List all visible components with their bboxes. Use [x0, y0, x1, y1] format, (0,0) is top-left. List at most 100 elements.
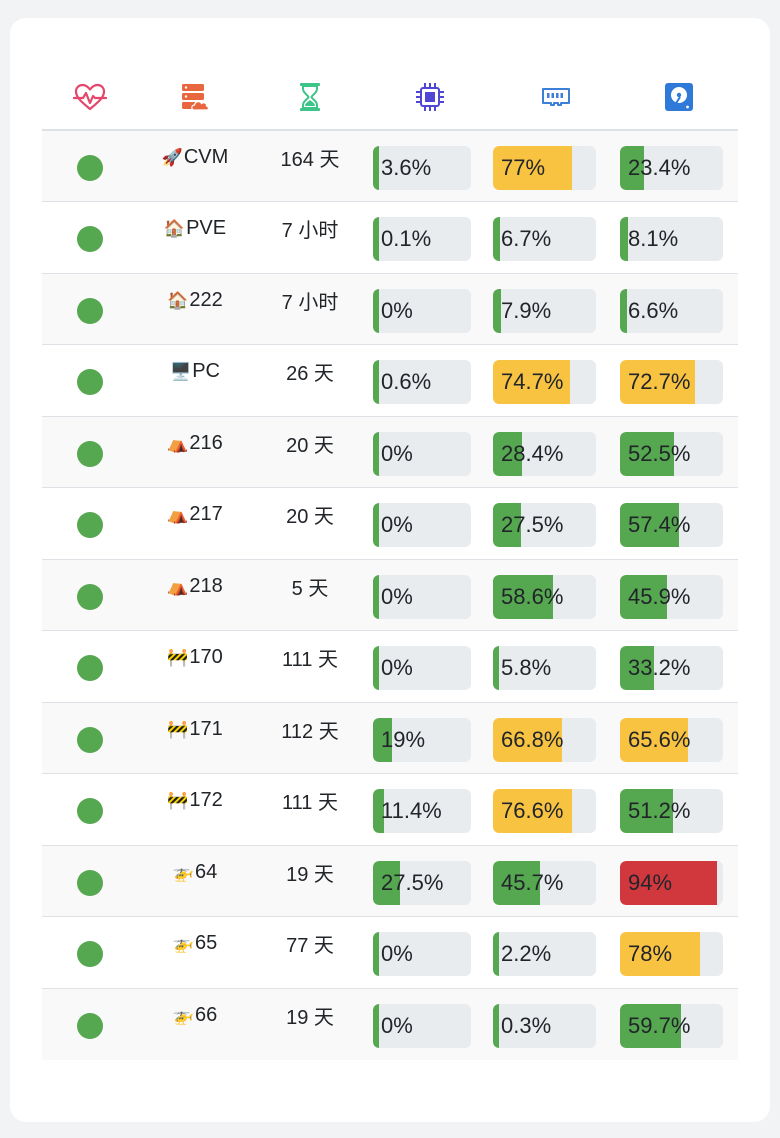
table-row[interactable]: 🚁66 19 天 0% 0.3% 59.7% [42, 987, 738, 1060]
cpu-progress-fill [373, 717, 392, 762]
disk-percent: 78% [628, 941, 673, 967]
table-row[interactable]: 🚧170 111 天 0% 5.8% 33.2% [42, 630, 738, 702]
name-cell: 🚁64 [138, 844, 252, 917]
server-name: 🖥️PC [138, 360, 252, 383]
table-row[interactable]: 🚧172 111 天 11.4% 76.6% 51.2% [42, 773, 738, 845]
online-status-dot [77, 941, 103, 968]
online-status-dot [77, 726, 103, 753]
disk-cell: 6.6% [620, 272, 738, 345]
memory-percent: 76.6% [501, 798, 564, 824]
table-row[interactable]: ⛺216 20 天 0% 28.4% 52.5% [42, 415, 738, 488]
header-uptime[interactable] [252, 65, 368, 131]
table-header-row [42, 65, 738, 131]
table-row[interactable]: 🏠PVE 7 小时 0.1% 6.7% 8.1% [42, 201, 738, 273]
disk-progress-fill [620, 217, 629, 262]
disk-progress-bar: 45.9% [620, 574, 723, 619]
server-emoji-icon: ⛺ [167, 576, 189, 596]
name-cell: ⛺216 [138, 415, 252, 488]
memory-progress-fill [493, 717, 562, 762]
server-name-text: 218 [189, 574, 223, 597]
server-name-text: 64 [194, 860, 218, 883]
online-status-dot [77, 226, 103, 253]
online-status-dot [77, 869, 103, 896]
uptime-cell: 5 天 [252, 558, 368, 631]
cpu-percent: 0% [381, 297, 413, 323]
disk-percent: 23.4% [628, 155, 691, 180]
server-emoji-icon: 🚁 [172, 862, 194, 882]
heartbeat-icon [73, 83, 107, 111]
memory-cell: 0.3% [492, 987, 620, 1060]
header-disk[interactable] [620, 65, 738, 131]
header-name[interactable] [138, 65, 252, 131]
memory-progress-bar: 66.8% [493, 717, 596, 762]
disk-percent: 57.4% [628, 512, 691, 538]
disk-progress-bar: 23.4% [620, 146, 723, 190]
status-cell [42, 487, 138, 559]
cpu-progress-bar: 0% [373, 1004, 471, 1048]
server-name: 🚧171 [138, 718, 252, 741]
disk-progress-bar: 8.1% [620, 217, 723, 262]
server-emoji-icon: 🏠 [167, 290, 189, 310]
cpu-cell: 0.1% [368, 201, 492, 273]
server-status-card: 🚀CVM 164 天 3.6% 77% 23.4% [10, 18, 770, 1122]
server-status-table: 🚀CVM 164 天 3.6% 77% 23.4% [42, 65, 738, 1060]
status-cell [42, 987, 138, 1060]
memory-progress-bar: 28.4% [493, 431, 596, 476]
cpu-progress-bar: 19% [373, 717, 471, 762]
cpu-progress-bar: 0% [373, 431, 471, 476]
disk-percent: 52.5% [628, 440, 691, 466]
cpu-cell: 0% [368, 272, 492, 345]
memory-progress-bar: 77% [493, 146, 596, 190]
server-emoji-icon: 🏠 [163, 219, 186, 239]
status-cell [42, 129, 138, 202]
memory-progress-fill [493, 360, 570, 405]
server-name: 🚀CVM [138, 146, 252, 169]
table-row[interactable]: ⛺218 5 天 0% 58.6% 45.9% [42, 558, 738, 631]
disk-progress-bar: 65.6% [620, 717, 723, 762]
memory-icon [542, 88, 570, 106]
uptime-text: 20 天 [286, 434, 334, 457]
table-row[interactable]: 🚁65 77 天 0% 2.2% 78% [42, 916, 738, 988]
disk-cell: 23.4% [620, 129, 738, 202]
uptime-cell: 26 天 [252, 344, 368, 416]
disk-progress-fill [620, 503, 680, 548]
table-row[interactable]: ⛺217 20 天 0% 27.5% 57.4% [42, 487, 738, 559]
table-row[interactable]: 🚧171 112 天 19% 66.8% 65.6% [42, 701, 738, 774]
header-cpu[interactable] [368, 65, 492, 131]
status-cell [42, 916, 138, 988]
table-row[interactable]: 🖥️PC 26 天 0.6% 74.7% 72.7% [42, 344, 738, 416]
memory-progress-bar: 76.6% [493, 789, 596, 834]
cpu-cell: 0% [368, 630, 492, 702]
table-row[interactable]: 🚀CVM 164 天 3.6% 77% 23.4% [42, 129, 738, 202]
server-emoji-icon: 🚧 [167, 648, 189, 668]
memory-progress-fill [493, 646, 499, 691]
cpu-percent: 3.6% [381, 155, 432, 180]
disk-percent: 59.7% [628, 1013, 691, 1038]
header-memory[interactable] [492, 65, 620, 131]
server-emoji-icon: 🚧 [167, 791, 189, 811]
cpu-progress-bar: 0.6% [373, 360, 471, 405]
memory-progress-fill [493, 503, 522, 548]
memory-progress-bar: 74.7% [493, 360, 596, 405]
header-status[interactable] [42, 65, 138, 131]
disk-cell: 45.9% [620, 558, 738, 631]
online-status-dot [77, 440, 103, 467]
cpu-progress-fill [373, 574, 379, 619]
table-row[interactable]: 🏠222 7 小时 0% 7.9% 6.6% [42, 272, 738, 345]
uptime-text: 164 天 [280, 149, 340, 171]
cpu-progress-bar: 0% [373, 574, 471, 619]
memory-cell: 66.8% [492, 701, 620, 774]
disk-cell: 72.7% [620, 344, 738, 416]
memory-progress-fill [493, 217, 500, 262]
memory-percent: 2.2% [501, 941, 552, 967]
server-name: 🏠222 [138, 289, 252, 312]
cpu-progress-fill [373, 789, 385, 834]
server-name-text: CVM [183, 146, 229, 168]
cpu-progress-bar: 3.6% [373, 146, 471, 190]
table-row[interactable]: 🚁64 19 天 27.5% 45.7% 94% [42, 844, 738, 917]
disk-progress-bar: 59.7% [620, 1004, 723, 1048]
cpu-cell: 0% [368, 487, 492, 559]
disk-progress-bar: 52.5% [620, 431, 723, 476]
server-name: 🚁65 [138, 932, 252, 955]
disk-percent: 45.9% [628, 583, 691, 609]
